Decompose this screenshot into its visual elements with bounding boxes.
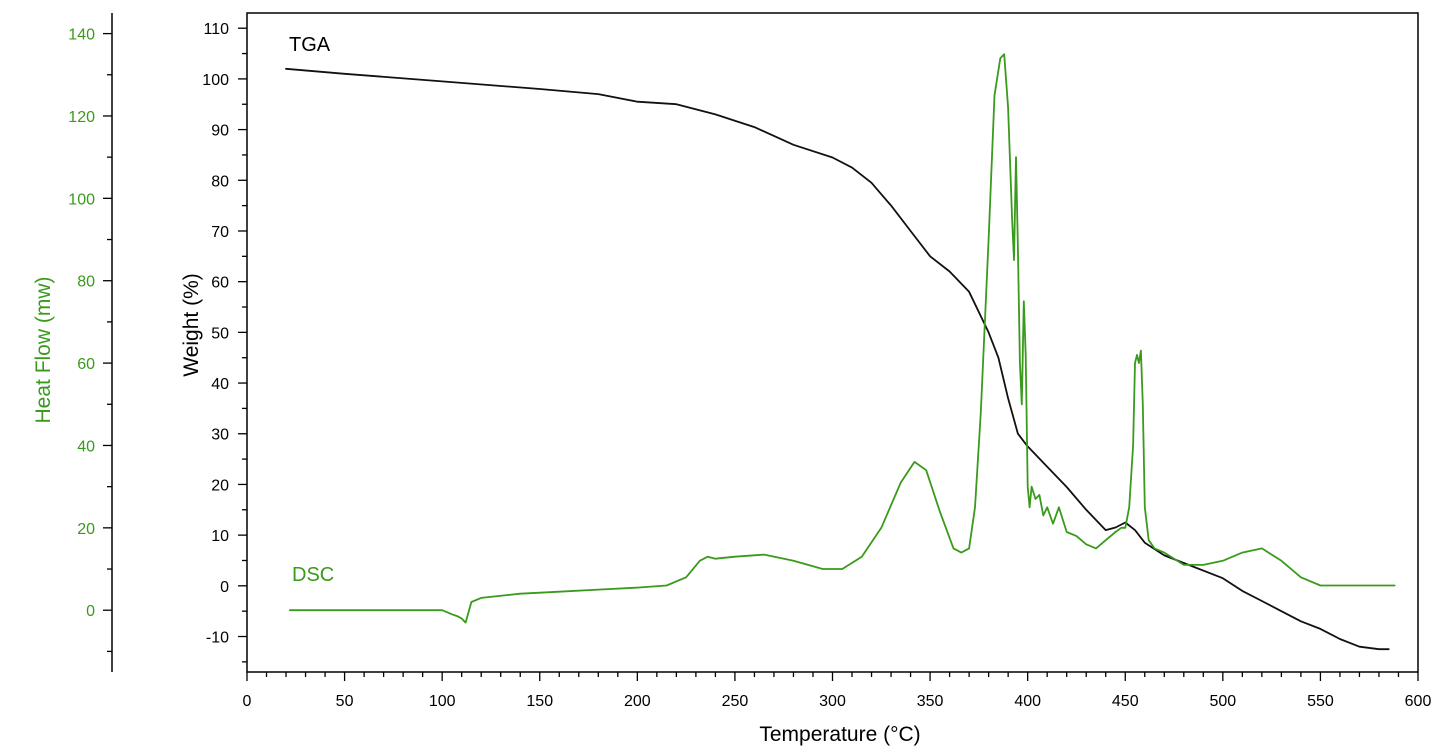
temperature-tick-label: 450 [1112,693,1139,710]
series-line-tga [285,67,1390,651]
temperature-tick-label: 100 [429,693,456,710]
weight-tick-label: 40 [211,376,229,393]
weight-tick-label: 20 [211,477,229,494]
weight-tick-label: 110 [203,21,229,38]
weight-tick-label: 30 [211,427,229,444]
weight-axis: -10 0 10 20 30 40 50 60 70 80 90 100 110 [202,21,247,663]
weight-tick-label: 70 [211,224,229,241]
weight-tick-label: 100 [202,72,229,89]
heat-flow-tick-label: 100 [68,191,95,208]
heat-flow-tick-label: 20 [77,521,95,538]
temperature-tick-label: 550 [1307,693,1334,710]
weight-tick-label: 50 [211,325,229,342]
temperature-tick-label: 350 [917,693,944,710]
temperature-tick-label: 600 [1405,693,1432,710]
series-layer [285,53,1396,651]
weight-tick-label: 0 [220,579,229,596]
heat-flow-tick-label: 60 [77,356,95,373]
annotation-tga: TGA [289,34,331,56]
heat-flow-tick-label: 140 [68,27,95,44]
temperature-tick-label: 0 [243,693,252,710]
temperature-tick-label: 150 [526,693,553,710]
weight-tick-label: 80 [211,173,229,190]
annotation-dsc: DSC [292,564,334,586]
weight-tick-label: 10 [211,528,229,545]
heat-flow-axis-title: Heat Flow (mw) [32,276,55,423]
plot-frame [246,12,1419,673]
heat-flow-tick-label: 80 [77,274,95,291]
x-axis-title: Temperature (°C) [759,723,920,746]
temperature-axis: 0 50 100 150 200 250 300 350 400 450 500 550 600 [243,672,1432,710]
weight-tick-label: 90 [211,123,229,140]
series-line-dsc [288,53,1396,624]
temperature-tick-label: 50 [336,693,354,710]
temperature-tick-label: 250 [722,693,749,710]
temperature-tick-label: 500 [1209,693,1236,710]
temperature-tick-label: 300 [819,693,846,710]
heat-flow-axis: 0 20 40 60 80 100 120 140 [68,13,113,672]
heat-flow-tick-label: 0 [86,603,95,620]
temperature-tick-label: 200 [624,693,651,710]
weight-tick-label: 60 [211,275,229,292]
weight-tick-label: -10 [206,630,229,647]
heat-flow-tick-label: 120 [68,109,95,126]
weight-axis-title: Weight (%) [180,273,203,376]
temperature-tick-label: 400 [1014,693,1041,710]
heat-flow-tick-label: 40 [77,438,95,455]
